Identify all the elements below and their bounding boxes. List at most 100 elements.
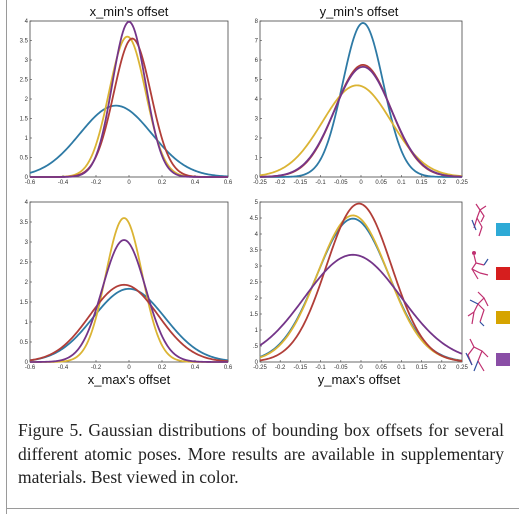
y-tick-label: 0.5 <box>20 340 29 346</box>
y-tick-label: 3 <box>255 264 259 270</box>
legend-swatch <box>496 353 510 366</box>
plot-axes-box <box>259 20 463 178</box>
y-tick-label: 3 <box>25 240 29 246</box>
y-tick-label: 8 <box>255 19 259 25</box>
x-tick-label: 0.05 <box>375 365 387 371</box>
y-tick-label: 1.5 <box>250 312 259 318</box>
plot-axes-box <box>259 201 463 363</box>
series-line <box>259 253 463 355</box>
y-tick-label: 2 <box>255 296 259 302</box>
series-line <box>29 104 229 178</box>
x-tick-label: 0 <box>359 180 363 186</box>
x-tick-label: 0.2 <box>158 365 167 371</box>
y-tick-label: 1.5 <box>20 300 29 306</box>
pose-figure-icon <box>471 251 489 280</box>
series-line <box>29 283 229 363</box>
y-tick-label: 3 <box>255 117 259 123</box>
x-tick-label: -0.05 <box>334 365 348 371</box>
page-left-border <box>6 0 7 514</box>
legend-item <box>458 245 518 285</box>
series-line <box>259 217 463 362</box>
y-tick-label: .5 <box>253 344 259 350</box>
chart-title: y_min's offset <box>319 4 399 19</box>
series-line <box>259 65 463 178</box>
x-tick-label: -0.15 <box>294 365 308 371</box>
pose-figure-icon <box>467 291 489 327</box>
y-tick-label: 7 <box>255 39 259 45</box>
chart-title: x_min's offset <box>89 4 169 19</box>
series-line <box>30 20 228 178</box>
chart-xmax-offset: -0.6 -0.4 -0.2 0 0.2 0.4 0.6 0 0.5 1 1.5 2 2.5 3 3.5 4 … <box>20 198 234 390</box>
x-tick-label: -0.05 <box>334 180 348 186</box>
y-tick-label: 1.5 <box>20 117 29 123</box>
y-tick-label: 1 <box>255 156 259 162</box>
pose-figure-icon <box>465 338 489 372</box>
plot-axes-box <box>29 201 229 363</box>
y-tick-label: 3 <box>25 58 29 64</box>
y-tick-label: 2.5 <box>250 280 259 286</box>
y-tick-label: 5 <box>255 78 259 84</box>
x-tick-label: -0.4 <box>58 180 69 186</box>
x-tick-label: -0.2 <box>275 180 286 186</box>
x-tick-label: -0.2 <box>91 365 102 371</box>
chart-xlabel: y_max's offset <box>317 372 401 387</box>
x-tick-label: 0.4 <box>191 180 200 186</box>
x-tick-label: 0.2 <box>158 180 167 186</box>
series-line <box>30 239 228 363</box>
y-tick-label: 4 <box>255 97 259 103</box>
x-tick-label: -0.4 <box>58 365 69 371</box>
chart-ymax-offset: -0.25 -0.2 -0.15 -0.1 -0.05 0 0.05 0.1 0.15 0.2 0.… <box>250 198 469 390</box>
x-tick-label: 0 <box>127 365 131 371</box>
x-tick-label: -0.1 <box>315 365 326 371</box>
y-tick-label: 6 <box>255 58 259 64</box>
chart-plot: -0.6 -0.4 -0.2 0 0.2 0.4 0.6 0 0.5 1 1.5 2 2.5 3 3.5 4 <box>20 19 233 186</box>
x-tick-label: -0.25 <box>253 365 267 371</box>
x-tick-label: 0.15 <box>416 180 428 186</box>
x-tick-label: 0.4 <box>191 365 200 371</box>
chart-plot: -0.25 -0.2 -0.15 -0.1 -0.05 0 0.05 0.1 0.15 0.2 0.… <box>250 200 469 371</box>
x-tick-label: 0.6 <box>224 180 233 186</box>
x-tick-label: -0.2 <box>275 365 286 371</box>
x-tick-label: 0 <box>359 365 363 371</box>
x-tick-label: -0.1 <box>315 180 326 186</box>
x-tick-label: 0.2 <box>438 180 447 186</box>
pose-figure-icon <box>471 203 487 237</box>
y-tick-label: 1 <box>25 320 29 326</box>
y-tick-label: 2 <box>255 136 259 142</box>
chart-plot: -0.6 -0.4 -0.2 0 0.2 0.4 0.6 0 0.5 1 1.5 2 2.5 3 3.5 4 <box>20 200 233 371</box>
x-tick-label: 0.1 <box>397 365 406 371</box>
x-tick-label: -0.2 <box>91 180 102 186</box>
x-tick-label: -0.25 <box>253 180 267 186</box>
x-tick-label: 0.6 <box>224 365 233 371</box>
figure-caption: Figure 5. Gaussian distributions of boun… <box>18 420 504 487</box>
chart-plot: -0.25 -0.2 -0.15 -0.1 -0.05 0 0.05 0.1 0.15 0.2 0.… <box>253 19 468 186</box>
y-tick-label: 3.5 <box>250 248 259 254</box>
series-line <box>260 22 462 178</box>
x-tick-label: 0.05 <box>375 180 387 186</box>
x-tick-label: -0.6 <box>25 365 36 371</box>
x-tick-label: 0.25 <box>456 365 468 371</box>
y-tick-label: 1 <box>255 328 259 334</box>
y-tick-label: 2.5 <box>20 260 29 266</box>
legend-swatch <box>496 311 510 324</box>
x-tick-label: 0 <box>127 180 131 186</box>
chart-xmin-offset: x_min's offset -0.6 -0.4 -0.2 0 0.2 0.4 0.6 0 0.… <box>20 4 234 189</box>
legend-item <box>458 290 518 330</box>
series-line <box>29 287 229 362</box>
y-tick-label: 4 <box>255 232 259 238</box>
y-tick-label: 1 <box>25 136 29 142</box>
y-tick-label: 0.5 <box>20 156 29 162</box>
series-line <box>30 217 228 363</box>
series-line <box>259 84 463 178</box>
y-tick-label: 2.5 <box>20 78 29 84</box>
chart-xlabel: x_max's offset <box>87 372 171 387</box>
y-tick-label: 0 <box>25 360 29 366</box>
pose-legend <box>458 200 518 380</box>
x-tick-label: 0.15 <box>416 365 428 371</box>
series-line <box>259 214 463 362</box>
page-bottom-border <box>6 508 519 509</box>
series-line <box>259 202 463 362</box>
x-tick-label: 0.2 <box>438 365 447 371</box>
y-tick-label: 4 <box>25 200 29 206</box>
legend-swatch <box>496 267 510 280</box>
